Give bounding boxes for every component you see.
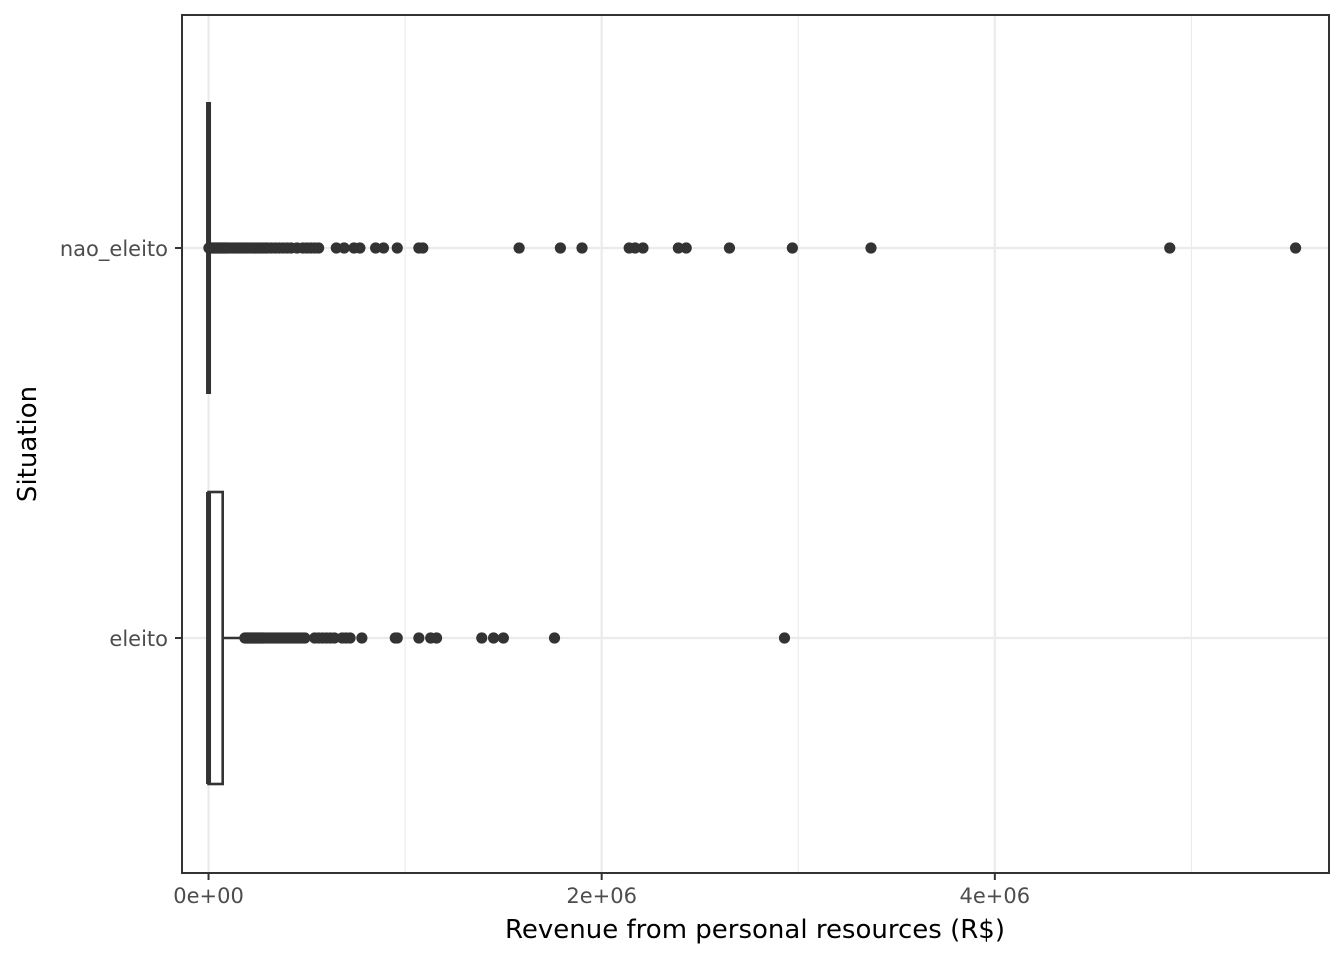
y-tick-label-eleito: eleito — [109, 627, 168, 651]
outlier-nao_eleito-69 — [680, 242, 692, 254]
outlier-nao_eleito-58 — [377, 242, 390, 254]
outlier-nao_eleito-66 — [629, 242, 641, 254]
outlier-eleito-52 — [391, 632, 403, 644]
outlier-nao_eleito-72 — [865, 242, 877, 254]
outlier-nao_eleito-73 — [1164, 242, 1176, 254]
outlier-eleito-57 — [487, 632, 500, 644]
outlier-nao_eleito-62 — [513, 242, 525, 254]
outlier-nao_eleito-64 — [576, 242, 588, 254]
outlier-nao_eleito-63 — [554, 242, 567, 254]
outlier-nao_eleito-54 — [338, 242, 350, 254]
y-tick-label-nao_eleito: nao_eleito — [60, 237, 168, 262]
y-axis: eleito nao_eleito — [60, 237, 182, 651]
plot-area — [203, 102, 1302, 786]
outlier-eleito-46 — [328, 632, 340, 644]
box-group-eleito — [206, 490, 791, 786]
y-axis-title: Situation — [13, 386, 43, 502]
x-axis: 0e+00 2e+06 4e+06 — [173, 873, 1030, 908]
x-tick-label-0: 0e+00 — [173, 884, 244, 908]
outlier-eleito-58 — [497, 632, 509, 644]
outlier-eleito-60 — [778, 632, 791, 644]
outlier-nao_eleito-71 — [786, 242, 798, 254]
outlier-eleito-40 — [299, 632, 311, 644]
outlier-eleito-59 — [548, 632, 561, 644]
outlier-eleito-53 — [413, 632, 425, 644]
outlier-nao_eleito-52 — [313, 242, 325, 254]
outlier-nao_eleito-56 — [354, 242, 366, 254]
outlier-nao_eleito-57 — [370, 242, 382, 254]
panel-border — [181, 14, 1330, 874]
x-axis-title: Revenue from personal resources (R$) — [505, 915, 1005, 945]
outlier-nao_eleito-70 — [723, 242, 736, 254]
outlier-nao_eleito-53 — [330, 242, 342, 254]
outlier-eleito-50 — [356, 632, 368, 644]
outlier-eleito-49 — [344, 632, 356, 644]
outlier-nao_eleito-74 — [1289, 242, 1302, 254]
outlier-nao_eleito-67 — [637, 242, 649, 254]
outlier-nao_eleito-68 — [672, 242, 684, 254]
panel-background — [182, 15, 1329, 873]
x-tick-label-1: 2e+06 — [566, 884, 637, 908]
x-tick-label-2: 4e+06 — [960, 884, 1031, 908]
outlier-nao_eleito-61 — [417, 242, 429, 254]
outlier-nao_eleito-59 — [391, 242, 403, 254]
box-group-nao_eleito — [203, 102, 1302, 394]
outlier-eleito-56 — [476, 632, 488, 644]
outlier-eleito-55 — [430, 632, 443, 644]
